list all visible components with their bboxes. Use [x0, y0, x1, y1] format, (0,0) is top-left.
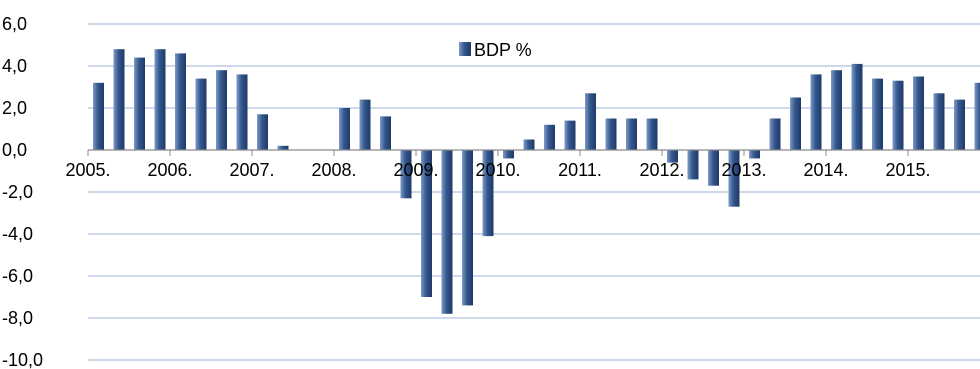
bar — [380, 116, 391, 150]
bar — [400, 150, 412, 199]
y-tick-label: -8,0 — [2, 308, 33, 328]
bar — [134, 57, 145, 150]
legend: BDP % — [459, 40, 532, 60]
bar — [831, 70, 842, 150]
x-tick-label: 2013. — [721, 160, 766, 180]
bar — [667, 150, 678, 163]
bar — [482, 150, 494, 237]
bar — [913, 76, 924, 150]
x-tick-label: 2006. — [147, 160, 192, 180]
bar — [974, 82, 980, 150]
bar — [359, 99, 371, 150]
bar — [339, 108, 350, 150]
x-tick-label: 2009. — [393, 160, 438, 180]
bar — [749, 150, 760, 159]
x-tick-label: 2010. — [475, 160, 520, 180]
bar — [933, 93, 945, 150]
bar — [421, 150, 432, 297]
x-tick-label: 2015. — [885, 160, 930, 180]
bar — [503, 150, 514, 159]
y-tick-label: -10,0 — [2, 350, 43, 369]
bar — [93, 82, 104, 150]
bar — [728, 150, 740, 207]
legend-label: BDP % — [474, 40, 532, 60]
bar — [687, 150, 699, 180]
bar — [585, 93, 596, 150]
bar — [872, 78, 883, 150]
x-axis: 2005. 2006. 2007. 2008. 2009. 2010. 2011. 2012.… — [65, 149, 980, 180]
bar — [441, 150, 453, 314]
bar — [954, 99, 965, 150]
x-tick-label: 2007. — [229, 160, 274, 180]
bar — [769, 118, 781, 150]
bar — [810, 74, 822, 150]
bar — [626, 118, 637, 150]
x-tick-label: 2012. — [639, 160, 684, 180]
y-tick-label: -6,0 — [2, 266, 33, 286]
x-tick-label: 2005. — [65, 160, 110, 180]
y-tick-label: -2,0 — [2, 182, 33, 202]
bar — [892, 80, 904, 150]
y-tick-label: 4,0 — [2, 56, 27, 76]
bar — [154, 49, 166, 151]
y-axis: 6,0 4,0 2,0 0,0 -2,0 -4,0 -6,0 -8,0 -10,0 — [2, 14, 43, 369]
bar — [277, 145, 289, 150]
bar — [564, 120, 576, 150]
y-tick-label: 2,0 — [2, 98, 27, 118]
x-tick-label: 2008. — [311, 160, 356, 180]
bar — [113, 49, 125, 151]
bar — [195, 78, 207, 150]
bar — [175, 53, 186, 150]
bar — [216, 70, 227, 150]
bar — [544, 124, 555, 150]
x-tick-label: 2011. — [558, 160, 602, 180]
bar — [257, 114, 268, 150]
x-tick-label: 2014. — [803, 160, 848, 180]
bars — [93, 49, 980, 314]
bar — [790, 97, 801, 150]
y-tick-label: 0,0 — [2, 140, 27, 160]
y-tick-label: -4,0 — [2, 224, 33, 244]
bar — [462, 150, 473, 306]
bar — [708, 150, 719, 186]
bar — [605, 118, 617, 150]
bar — [523, 139, 535, 150]
bar — [851, 63, 863, 150]
bar — [236, 74, 248, 150]
legend-swatch — [459, 42, 471, 56]
bar — [646, 118, 658, 150]
y-tick-label: 6,0 — [2, 14, 27, 34]
